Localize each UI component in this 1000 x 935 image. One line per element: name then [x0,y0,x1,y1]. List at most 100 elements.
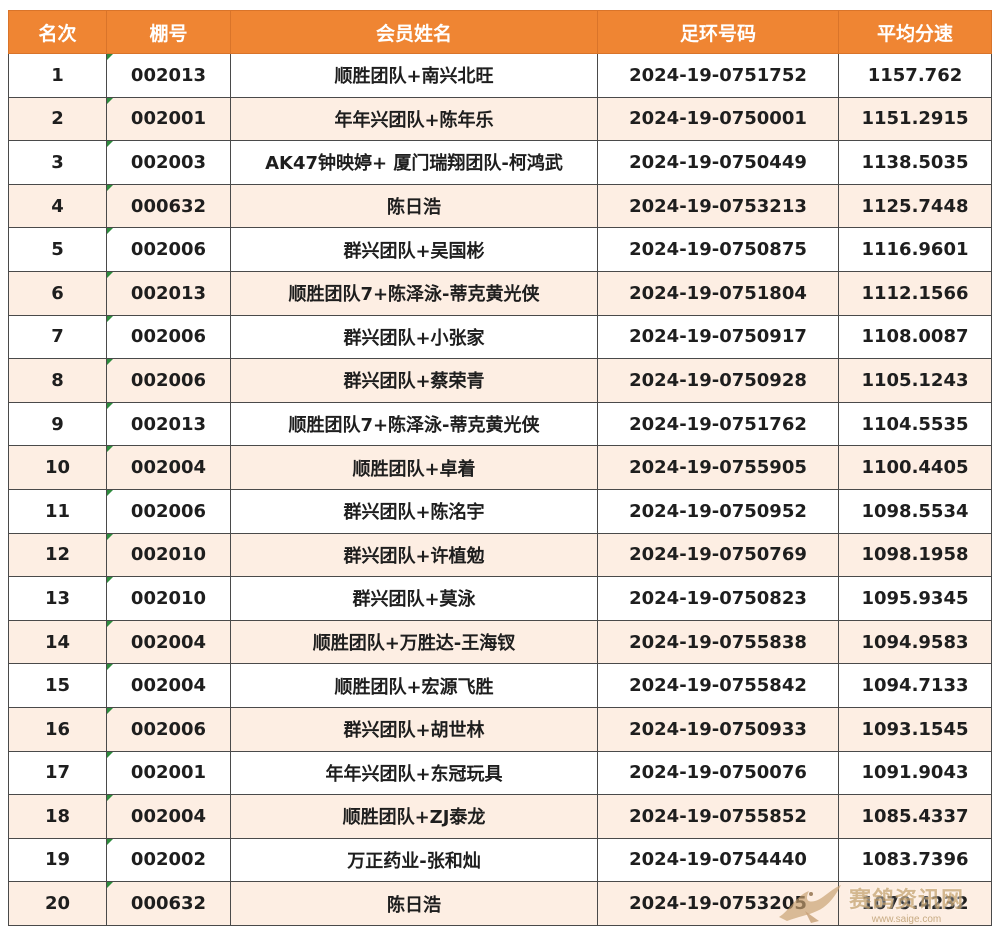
cell-member-name: 群兴团队+陈洺宇 [230,488,598,534]
cell-average-speed: 1112.1566 [838,270,992,316]
cell-shed: 002006 [106,227,231,272]
cell-average-speed: 1108.0087 [838,314,992,360]
table-row: 3 002003 AK47钟映婷+ 厦门瑞翔团队-柯鸿武 2024-19-075044… [8,140,992,185]
cell-ring-number: 2024-19-0753205 [597,881,839,926]
cell-member-name: 顺胜团队+万胜达-王海钗 [230,619,598,665]
cell-ring-number: 2024-19-0750449 [597,140,839,185]
cell-rank: 8 [8,358,107,403]
cell-member-name: 顺胜团队+卓着 [230,445,598,490]
cell-shed: 000632 [106,881,231,926]
table-body: 1 002013 顺胜团队+南兴北旺 2024-19-0751752 1157.762 2… [8,53,992,926]
cell-ring-number: 2024-19-0750823 [597,576,839,621]
cell-shed: 002001 [106,750,231,796]
cell-rank: 10 [8,445,107,490]
table-row: 4 000632 陈日浩 2024-19-0753213 1125.7448 [8,183,992,229]
table-header: 名次 棚号 会员姓名 足环号码 平均分速 [8,10,992,54]
cell-average-speed: 1085.4337 [838,794,992,839]
cell-member-name: 万正药业-张和灿 [230,837,598,883]
cell-ring-number: 2024-19-0755852 [597,794,839,839]
table-row: 18 002004 顺胜团队+ZJ泰龙 2024-19-0755852 1085.433… [8,794,992,839]
cell-average-speed: 1093.1545 [838,706,992,752]
cell-member-name: 顺胜团队+宏源飞胜 [230,663,598,708]
cell-average-speed: 1094.7133 [838,663,992,708]
table-row: 7 002006 群兴团队+小张家 2024-19-0750917 1108.0087 [8,314,992,360]
cell-rank: 17 [8,750,107,796]
cell-member-name: 年年兴团队+陈年乐 [230,96,598,142]
cell-shed: 002006 [106,358,231,403]
cell-member-name: 陈日浩 [230,183,598,229]
cell-rank: 6 [8,270,107,316]
cell-rank: 15 [8,663,107,708]
cell-shed: 002013 [106,270,231,316]
cell-average-speed: 1157.762 [838,53,992,98]
header-shed: 棚号 [106,10,231,54]
cell-rank: 16 [8,706,107,752]
cell-member-name: 顺胜团队+ZJ泰龙 [230,794,598,839]
cell-ring-number: 2024-19-0750933 [597,706,839,752]
cell-average-speed: 1079.4232 [838,881,992,926]
cell-ring-number: 2024-19-0754440 [597,837,839,883]
cell-ring-number: 2024-19-0750952 [597,488,839,534]
cell-ring-number: 2024-19-0755842 [597,663,839,708]
cell-member-name: 群兴团队+许植勉 [230,532,598,578]
cell-shed: 002010 [106,576,231,621]
cell-ring-number: 2024-19-0755838 [597,619,839,665]
table-row: 10 002004 顺胜团队+卓着 2024-19-0755905 1100.4405 [8,445,992,490]
cell-shed: 002002 [106,837,231,883]
cell-average-speed: 1098.5534 [838,488,992,534]
cell-rank: 1 [8,53,107,98]
cell-average-speed: 1091.9043 [838,750,992,796]
cell-rank: 11 [8,488,107,534]
cell-average-speed: 1098.1958 [838,532,992,578]
table-row: 8 002006 群兴团队+蔡荣青 2024-19-0750928 1105.1243 [8,358,992,403]
cell-member-name: 顺胜团队+南兴北旺 [230,53,598,98]
table-row: 6 002013 顺胜团队7+陈泽泳-蒂克黄光侠 2024-19-0751804 111… [8,270,992,316]
cell-ring-number: 2024-19-0753213 [597,183,839,229]
table-row: 5 002006 群兴团队+吴国彬 2024-19-0750875 1116.9601 [8,227,992,272]
cell-member-name: 群兴团队+胡世林 [230,706,598,752]
cell-rank: 18 [8,794,107,839]
cell-shed: 002006 [106,488,231,534]
header-rank: 名次 [8,10,107,54]
cell-shed: 002001 [106,96,231,142]
cell-rank: 13 [8,576,107,621]
cell-average-speed: 1094.9583 [838,619,992,665]
cell-ring-number: 2024-19-0750076 [597,750,839,796]
cell-average-speed: 1151.2915 [838,96,992,142]
cell-average-speed: 1083.7396 [838,837,992,883]
cell-shed: 002013 [106,401,231,447]
cell-average-speed: 1138.5035 [838,140,992,185]
cell-ring-number: 2024-19-0751804 [597,270,839,316]
cell-member-name: 顺胜团队7+陈泽泳-蒂克黄光侠 [230,401,598,447]
table-row: 17 002001 年年兴团队+东冠玩具 2024-19-0750076 1091.90… [8,750,992,796]
cell-member-name: 年年兴团队+东冠玩具 [230,750,598,796]
header-row: 名次 棚号 会员姓名 足环号码 平均分速 [8,10,992,54]
cell-rank: 5 [8,227,107,272]
cell-rank: 9 [8,401,107,447]
header-average-speed: 平均分速 [838,10,992,54]
cell-shed: 002004 [106,794,231,839]
header-ring-number: 足环号码 [597,10,839,54]
cell-ring-number: 2024-19-0750769 [597,532,839,578]
cell-rank: 14 [8,619,107,665]
cell-member-name: 陈日浩 [230,881,598,926]
ranking-table: 名次 棚号 会员姓名 足环号码 平均分速 1 002013 顺胜团队+南兴北旺 202… [8,10,992,926]
cell-rank: 12 [8,532,107,578]
cell-ring-number: 2024-19-0751752 [597,53,839,98]
cell-average-speed: 1116.9601 [838,227,992,272]
cell-rank: 4 [8,183,107,229]
cell-shed: 002006 [106,314,231,360]
cell-member-name: AK47钟映婷+ 厦门瑞翔团队-柯鸿武 [230,140,598,185]
cell-ring-number: 2024-19-0755905 [597,445,839,490]
header-member-name: 会员姓名 [230,10,598,54]
cell-average-speed: 1095.9345 [838,576,992,621]
cell-member-name: 群兴团队+吴国彬 [230,227,598,272]
cell-ring-number: 2024-19-0751762 [597,401,839,447]
table-row: 19 002002 万正药业-张和灿 2024-19-0754440 1083.7396 [8,837,992,883]
cell-ring-number: 2024-19-0750917 [597,314,839,360]
cell-average-speed: 1105.1243 [838,358,992,403]
cell-member-name: 顺胜团队7+陈泽泳-蒂克黄光侠 [230,270,598,316]
cell-ring-number: 2024-19-0750875 [597,227,839,272]
cell-shed: 002004 [106,445,231,490]
table-row: 15 002004 顺胜团队+宏源飞胜 2024-19-0755842 1094.713… [8,663,992,708]
